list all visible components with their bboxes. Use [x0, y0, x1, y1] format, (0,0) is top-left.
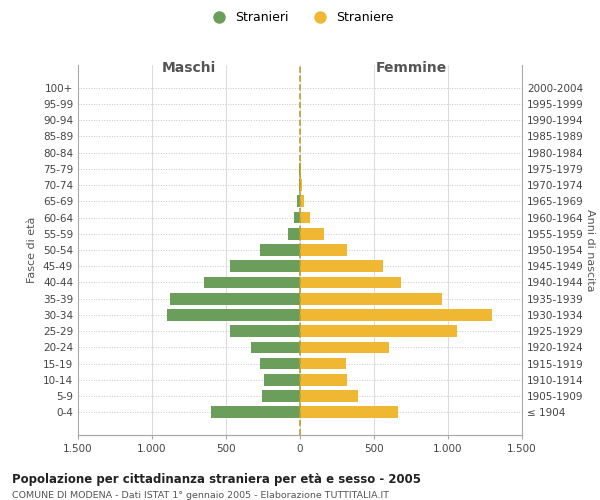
Bar [300, 212, 310, 224]
Bar [300, 309, 493, 321]
Bar [300, 260, 383, 272]
Bar [211, 406, 300, 418]
Y-axis label: Anni di nascita: Anni di nascita [585, 209, 595, 291]
Text: Maschi: Maschi [162, 60, 216, 74]
Bar [300, 196, 304, 207]
Bar [251, 342, 300, 353]
Bar [288, 228, 300, 239]
Text: Femmine: Femmine [376, 60, 446, 74]
Bar [300, 276, 401, 288]
Bar [300, 358, 346, 370]
Text: Popolazione per cittadinanza straniera per età e sesso - 2005: Popolazione per cittadinanza straniera p… [12, 472, 421, 486]
Bar [265, 374, 300, 386]
Bar [300, 326, 457, 337]
Bar [260, 358, 300, 370]
Bar [294, 212, 300, 224]
Bar [262, 390, 300, 402]
Bar [300, 374, 347, 386]
Bar [300, 390, 358, 402]
Bar [300, 179, 302, 191]
Bar [300, 228, 323, 239]
Bar [230, 260, 300, 272]
Bar [300, 406, 398, 418]
Text: COMUNE DI MODENA - Dati ISTAT 1° gennaio 2005 - Elaborazione TUTTITALIA.IT: COMUNE DI MODENA - Dati ISTAT 1° gennaio… [12, 491, 389, 500]
Bar [260, 244, 300, 256]
Bar [299, 179, 300, 191]
Bar [170, 293, 300, 304]
Bar [299, 163, 300, 174]
Bar [300, 163, 301, 174]
Bar [167, 309, 300, 321]
Legend: Stranieri, Straniere: Stranieri, Straniere [202, 6, 398, 29]
Bar [300, 293, 442, 304]
Bar [300, 342, 389, 353]
Bar [297, 196, 300, 207]
Y-axis label: Fasce di età: Fasce di età [28, 217, 37, 283]
Bar [204, 276, 300, 288]
Bar [300, 244, 347, 256]
Bar [230, 326, 300, 337]
